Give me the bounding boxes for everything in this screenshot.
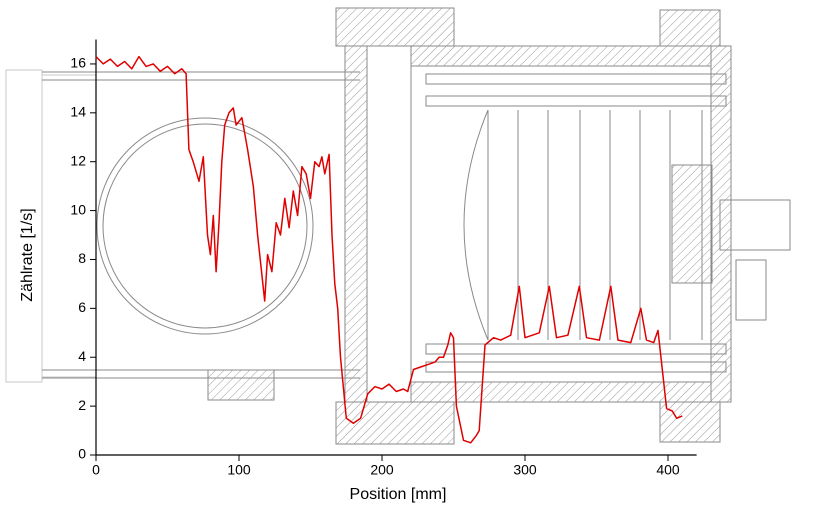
valve-body bbox=[344, 45, 368, 403]
right-flange-top bbox=[659, 9, 721, 47]
y-tick-label: 8 bbox=[78, 250, 86, 266]
y-tick-label: 14 bbox=[70, 104, 86, 120]
rod bbox=[425, 73, 727, 85]
rod bbox=[425, 95, 727, 107]
lens bbox=[463, 109, 489, 341]
y-tick-label: 12 bbox=[70, 152, 86, 168]
x-tick-label: 400 bbox=[656, 462, 680, 478]
rod bbox=[425, 343, 727, 355]
top-flange bbox=[335, 7, 455, 47]
data-line bbox=[95, 55, 683, 444]
x-tick-label: 100 bbox=[227, 462, 251, 478]
housing-top bbox=[410, 45, 712, 67]
x-tick-label: 300 bbox=[513, 462, 537, 478]
bottom-flange bbox=[335, 401, 455, 445]
y-tick-label: 10 bbox=[70, 201, 86, 217]
y-tick-label: 2 bbox=[78, 397, 86, 413]
x-axis-title: Position [mm] bbox=[350, 486, 447, 503]
right-plate bbox=[710, 45, 732, 403]
feedthrough bbox=[719, 199, 791, 251]
technical-drawing bbox=[5, 7, 791, 445]
x-tick-label: 0 bbox=[92, 462, 100, 478]
valve-gate bbox=[366, 45, 412, 403]
y-tick-label: 4 bbox=[78, 348, 86, 364]
bottom-port bbox=[207, 369, 275, 401]
y-tick-label: 16 bbox=[70, 55, 86, 71]
y-axis-title: Zählrate [1/s] bbox=[19, 208, 36, 301]
rod bbox=[425, 361, 727, 373]
y-tick-label: 6 bbox=[78, 299, 86, 315]
x-tick-label: 200 bbox=[370, 462, 394, 478]
port-ring bbox=[102, 123, 308, 329]
port-ring bbox=[96, 117, 314, 335]
left-flange-inner bbox=[41, 74, 97, 378]
y-tick-label: 0 bbox=[78, 446, 86, 462]
detector bbox=[671, 164, 713, 284]
right-flange-bottom bbox=[659, 401, 721, 443]
feedthrough bbox=[735, 259, 767, 321]
